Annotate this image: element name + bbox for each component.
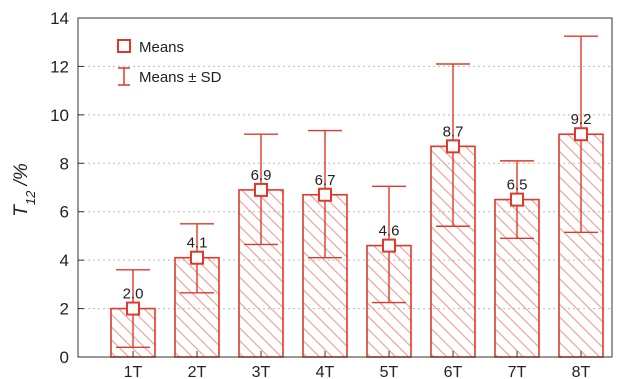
y-tick-label: 10: [50, 106, 69, 125]
data-label: 6.5: [507, 177, 528, 194]
y-tick-label: 6: [60, 203, 69, 222]
x-tick-label: 6T: [444, 364, 463, 379]
x-tick-label: 4T: [316, 364, 335, 379]
axes: [77, 17, 613, 358]
mean-marker: [510, 192, 524, 207]
y-tick-label: 12: [50, 57, 69, 76]
data-label: 8.7: [443, 123, 464, 140]
mean-marker: [190, 250, 204, 265]
mean-marker: [126, 301, 140, 316]
data-label: 4.1: [187, 235, 208, 252]
y-tick-label: 2: [60, 300, 69, 319]
x-tick-label: 5T: [380, 364, 399, 379]
legend-means-label: Means: [139, 39, 184, 56]
data-label: 2.0: [123, 286, 144, 303]
x-tick-label: 2T: [188, 364, 207, 379]
data-label: 6.7: [315, 172, 336, 189]
legend-means-marker: [117, 39, 131, 53]
mean-markers: [126, 127, 588, 316]
y-tick-label: 8: [60, 154, 69, 173]
y-tick-label: 14: [50, 9, 69, 28]
data-label: 6.9: [251, 167, 272, 184]
x-tick-label: 1T: [124, 364, 143, 379]
y-tick-label: 0: [60, 348, 69, 367]
legend-sd-marker: [118, 67, 130, 86]
x-tick-label: 3T: [252, 364, 271, 379]
x-tick-labels: 1T 2T 3T 4T 5T 6T 7T 8T: [124, 364, 591, 379]
bars: [110, 133, 604, 358]
plot-frame: [77, 17, 613, 358]
mean-marker: [254, 182, 268, 197]
legend-sd-label: Means ± SD: [139, 69, 222, 86]
data-label: 9.2: [571, 111, 592, 128]
data-labels: 2.0 4.1 6.9 6.7 4.6 8.7 6.5 9.2: [123, 111, 592, 302]
y-tick-labels: 0 2 4 6 8 10 12 14: [50, 9, 69, 367]
mean-marker: [318, 187, 332, 202]
y-axis-label: T12 /%: [11, 163, 38, 217]
y-tick-label: 4: [60, 251, 69, 270]
mean-marker: [446, 139, 460, 154]
data-label: 4.6: [379, 223, 400, 240]
x-tick-label: 8T: [572, 364, 591, 379]
legend: Means Means ± SD: [117, 39, 222, 86]
x-tick-label: 7T: [508, 364, 527, 379]
mean-marker: [574, 127, 588, 142]
mean-marker: [382, 238, 396, 253]
